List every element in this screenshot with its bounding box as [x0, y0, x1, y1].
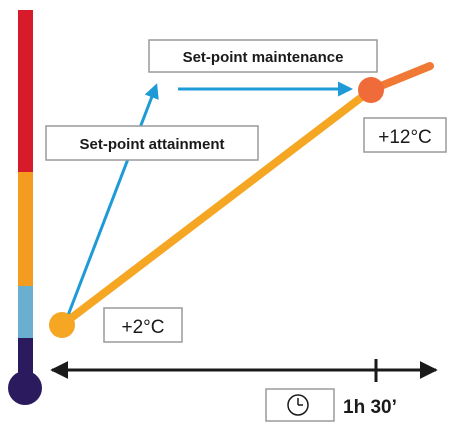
start-temp-label: +2°C	[122, 317, 165, 338]
duration-box	[265, 388, 335, 422]
thermometer	[8, 10, 42, 405]
attainment-label-box: Set-point attainment	[45, 125, 259, 161]
end-temp-label: +12°C	[378, 127, 432, 148]
thermometer-segment-cold	[18, 338, 33, 380]
attainment-label: Set-point attainment	[80, 136, 225, 153]
duration-label: 1h 30’	[343, 397, 397, 418]
end-temp-box: +12°C	[363, 117, 447, 153]
start-temp-box: +2°C	[103, 307, 183, 343]
attainment-arrow	[65, 83, 159, 319]
maintenance-label-box: Set-point maintenance	[148, 39, 378, 73]
start-point	[49, 312, 75, 338]
clock-icon	[287, 394, 309, 416]
thermometer-bulb	[8, 371, 42, 405]
attainment-curve	[58, 86, 375, 329]
thermometer-segment-cool	[18, 286, 33, 338]
thermometer-segment-warm	[18, 172, 33, 286]
end-point	[358, 77, 384, 103]
thermometer-segment-hot	[18, 10, 33, 172]
maintenance-label: Set-point maintenance	[183, 49, 344, 66]
